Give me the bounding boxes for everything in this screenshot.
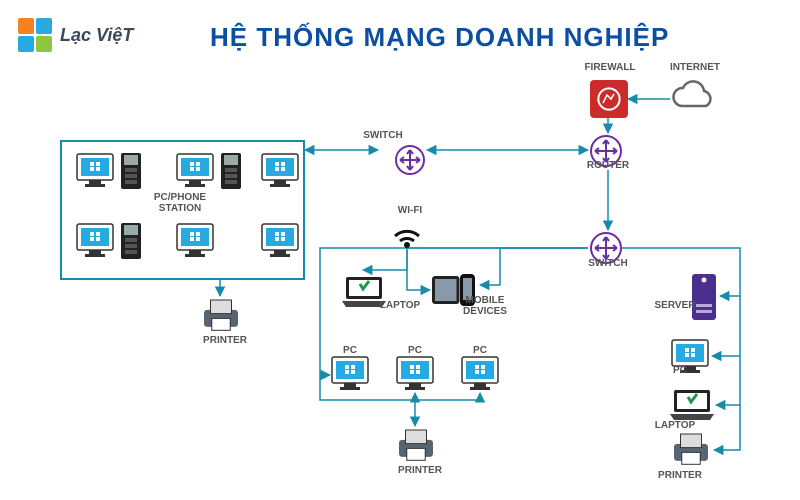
label-firewall: FIREWALL bbox=[580, 62, 640, 73]
node-pc3 bbox=[260, 152, 300, 193]
node-pc_a bbox=[330, 355, 370, 396]
label-internet: INTERNET bbox=[665, 62, 725, 73]
node-pc5 bbox=[175, 222, 215, 263]
diagram-stage: Lạc ViệT HỆ THỐNG MẠNG DOANH NGHIỆP FIRE… bbox=[0, 0, 800, 500]
node-pc6 bbox=[260, 222, 300, 263]
label-printer3: PRINTER bbox=[650, 470, 710, 481]
label-pc_b: PC bbox=[400, 345, 430, 356]
label-router: ROUTER bbox=[583, 160, 633, 171]
node-switch_top bbox=[395, 145, 425, 180]
node-wifi bbox=[392, 222, 422, 253]
label-switch_r: SWITCH bbox=[583, 258, 633, 269]
label-printer1: PRINTER bbox=[195, 335, 255, 346]
label-pc_r: PC bbox=[665, 365, 695, 376]
label-switch_top: SWITCH bbox=[358, 130, 408, 141]
node-pc1 bbox=[75, 152, 115, 193]
label-pc_c: PC bbox=[465, 345, 495, 356]
node-ph3 bbox=[120, 222, 142, 265]
node-pc_b bbox=[395, 355, 435, 396]
label-printer2: PRINTER bbox=[390, 465, 450, 476]
node-cloud bbox=[670, 80, 718, 119]
node-ph1 bbox=[120, 152, 142, 195]
node-pc2 bbox=[175, 152, 215, 193]
label-mobile: MOBILE DEVICES bbox=[455, 295, 515, 317]
label-pcphone: PC/PHONE STATION bbox=[140, 192, 220, 214]
node-printer1 bbox=[200, 298, 242, 337]
label-server: SERVER bbox=[650, 300, 700, 311]
node-pc4 bbox=[75, 222, 115, 263]
node-printer3 bbox=[670, 432, 712, 471]
label-laptop_r: LAPTOP bbox=[650, 420, 700, 431]
node-ph2 bbox=[220, 152, 242, 195]
label-wifi: WI-FI bbox=[390, 205, 430, 216]
node-firewall bbox=[590, 80, 628, 123]
node-printer2 bbox=[395, 428, 437, 467]
label-laptop: LAPTOP bbox=[375, 300, 425, 311]
label-pc_a: PC bbox=[335, 345, 365, 356]
node-pc_c bbox=[460, 355, 500, 396]
